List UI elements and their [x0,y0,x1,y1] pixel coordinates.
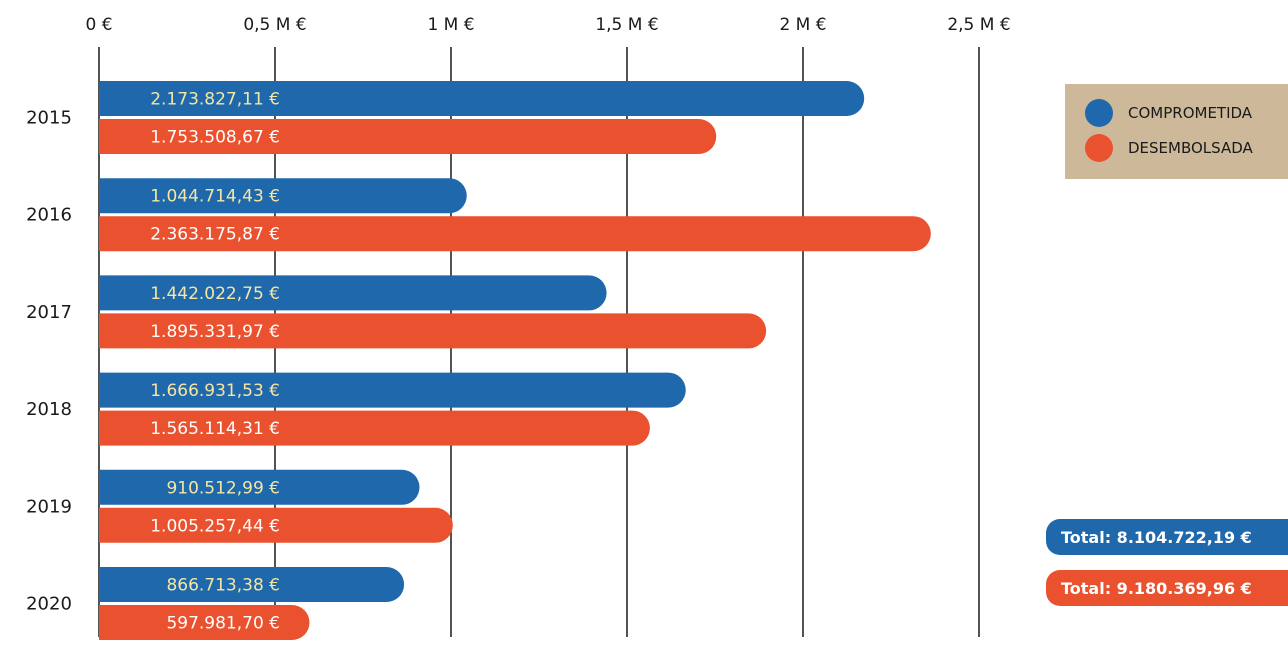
bar-desembolsada [99,216,931,252]
y-category-label: 2020 [26,594,72,615]
bars: 2.173.827,11 € 1.753.508,67 € 1.044.714,43… [99,81,931,640]
bar-desembolsada [99,119,717,154]
bar-comprometida [99,81,865,116]
bar-comprometida [99,178,467,214]
data-label: 597.981,70 € [166,614,280,634]
legend-label: COMPROMETIDA [1128,104,1253,122]
x-tick-label: 2,5 M € [947,15,1010,35]
y-category-label: 2016 [26,205,72,226]
x-tick-label: 1,5 M € [595,15,658,35]
data-label: 1.753.508,67 € [150,128,280,148]
legend-box [1065,84,1288,179]
data-label: 1.442.022,75 € [150,284,280,304]
bar-desembolsada [99,507,453,543]
legend-swatch [1085,134,1113,162]
x-tick-label: 0 € [85,15,112,35]
total-badge [1046,519,1288,555]
legend-swatch [1085,99,1113,127]
bar-desembolsada [99,410,650,446]
y-category-label: 2018 [26,399,72,420]
bar-comprometida [99,469,420,505]
data-label: 1.895.331,97 € [150,322,280,342]
y-axis-labels: 2015 2016 2017 2018 2019 2020 [26,108,72,615]
total-text: Total: 8.104.722,19 € [1061,528,1252,547]
data-label: 1.565.114,31 € [150,419,280,439]
data-label: 1.044.714,43 € [150,187,280,207]
data-label: 1.005.257,44 € [150,516,280,536]
total-badge [1046,570,1288,606]
y-category-label: 2017 [26,302,72,323]
totals: Total: 8.104.722,19 € Total: 9.180.369,96… [1046,519,1288,606]
bar-desembolsada [99,605,310,640]
data-label: 2.363.175,87 € [150,225,280,245]
legend: COMPROMETIDA DESEMBOLSADA [1065,84,1288,179]
y-category-label: 2019 [26,496,72,517]
data-label: 2.173.827,11 € [150,90,280,110]
bar-comprometida [99,372,686,408]
x-tick-label: 1 M € [427,15,474,35]
data-label: 866.713,38 € [166,576,280,596]
data-label: 910.512,99 € [166,478,280,498]
bar-comprometida [99,567,405,602]
bar-comprometida [99,275,607,311]
legend-label: DESEMBOLSADA [1128,139,1254,157]
y-category-label: 2015 [26,108,72,129]
x-axis-ticks: 0 € 0,5 M € 1 M € 1,5 M € 2 M € 2,5 M € [85,15,1010,35]
x-tick-label: 0,5 M € [243,15,306,35]
total-text: Total: 9.180.369,96 € [1061,579,1252,598]
bar-desembolsada [99,313,767,349]
data-label: 1.666.931,53 € [150,381,280,401]
x-tick-label: 2 M € [779,15,826,35]
